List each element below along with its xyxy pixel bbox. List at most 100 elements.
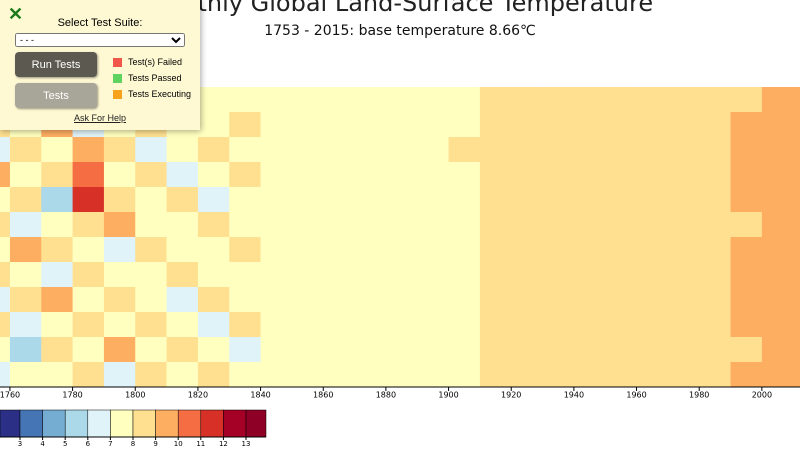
close-icon[interactable]: ✕ [8, 4, 24, 24]
cell [260, 312, 293, 338]
tests-button[interactable]: Tests [15, 83, 97, 108]
cell [229, 212, 261, 238]
cell [0, 337, 11, 363]
status-legend-item: Tests Executing [113, 89, 191, 99]
cell [385, 262, 418, 288]
cell [793, 162, 800, 188]
cell [197, 362, 230, 388]
cell [573, 137, 606, 163]
legend-tick-label: 6 [86, 440, 91, 448]
cell [41, 362, 73, 388]
cell [323, 362, 355, 388]
cell [667, 287, 700, 313]
cell [573, 162, 606, 188]
cell [699, 237, 731, 263]
cell [636, 212, 669, 238]
cell [605, 162, 637, 188]
cell [9, 137, 42, 163]
cell [260, 212, 293, 238]
cell [166, 312, 199, 338]
cell [542, 212, 575, 238]
cell [197, 187, 230, 213]
cell [636, 337, 669, 363]
x-tick-label: 1780 [62, 391, 82, 400]
cell [291, 187, 324, 213]
cell [542, 112, 575, 138]
cell [761, 87, 794, 113]
suite-select[interactable]: - - - [15, 33, 185, 47]
cell [542, 312, 575, 338]
cell [761, 137, 794, 163]
cell [323, 87, 355, 113]
cell [260, 187, 293, 213]
x-tick-label: 1900 [438, 391, 458, 400]
cell [542, 362, 575, 388]
cell [793, 112, 800, 138]
cell [354, 187, 387, 213]
cell [699, 212, 731, 238]
legend-tick-label: 9 [153, 440, 157, 448]
cell [72, 262, 105, 288]
cell [636, 137, 669, 163]
x-tick-label: 1920 [501, 391, 521, 400]
cell [0, 262, 11, 288]
cell [667, 312, 700, 338]
cell [699, 137, 731, 163]
cell [667, 162, 700, 188]
cell [667, 262, 700, 288]
cell [41, 137, 73, 163]
cell [793, 237, 800, 263]
cell [197, 312, 230, 338]
legend-swatch [200, 409, 224, 438]
cell [135, 287, 167, 313]
cell [761, 212, 794, 238]
cell [448, 187, 481, 213]
cell [103, 137, 136, 163]
cell [761, 237, 794, 263]
cell [573, 287, 606, 313]
cell [730, 237, 763, 263]
legend-tick-label: 7 [108, 440, 112, 448]
legend-swatch [0, 409, 21, 438]
x-tick-label: 1960 [626, 391, 646, 400]
cell [448, 362, 481, 388]
cell [41, 287, 73, 313]
cell [166, 287, 199, 313]
cell [260, 137, 293, 163]
help-link[interactable]: Ask For Help [73, 113, 126, 123]
cell [699, 187, 731, 213]
cell [605, 287, 637, 313]
cell [166, 337, 199, 363]
cell [730, 287, 763, 313]
cell [323, 212, 355, 238]
cell [135, 137, 167, 163]
cell [0, 362, 11, 388]
cell [385, 212, 418, 238]
cell [385, 362, 418, 388]
cell [511, 287, 543, 313]
cell [636, 187, 669, 213]
cell [229, 112, 261, 138]
cell [479, 187, 512, 213]
cell [511, 312, 543, 338]
run-tests-button[interactable]: Run Tests [15, 52, 97, 77]
legend-swatch [87, 409, 111, 438]
cell [417, 162, 449, 188]
cell [542, 287, 575, 313]
cell [354, 137, 387, 163]
cell [667, 237, 700, 263]
legend-swatch [155, 409, 179, 438]
cell [385, 187, 418, 213]
cell [260, 337, 293, 363]
cell [605, 362, 637, 388]
cell [291, 87, 324, 113]
cell [667, 87, 700, 113]
cell [103, 237, 136, 263]
legend-tick-label: 10 [174, 440, 183, 448]
cell [573, 312, 606, 338]
cell [260, 262, 293, 288]
cell [605, 337, 637, 363]
cell [448, 162, 481, 188]
cell [448, 112, 481, 138]
cell [667, 362, 700, 388]
